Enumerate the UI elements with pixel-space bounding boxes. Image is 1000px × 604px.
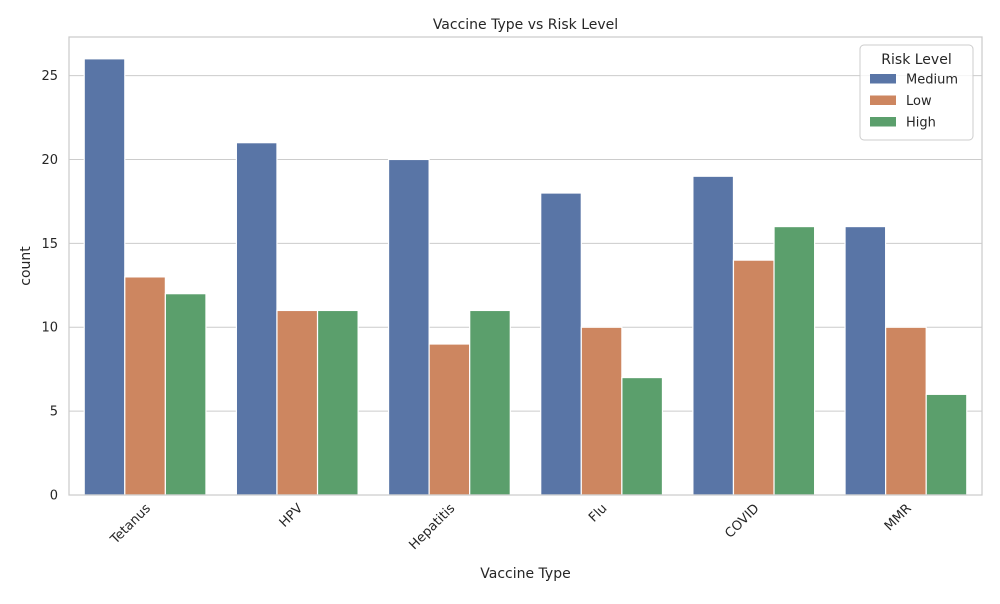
bar-covid-low [732, 259, 775, 496]
bar-flu-high [621, 376, 664, 496]
x-tick-label: Flu [586, 501, 610, 525]
y-tick-label: 15 [41, 237, 58, 252]
chart-title: Vaccine Type vs Risk Level [433, 17, 618, 33]
legend-swatch-high [870, 117, 896, 127]
bar-mmr-medium [844, 225, 887, 496]
x-tick-label: Hepatitis [406, 501, 458, 553]
legend-label-medium: Medium [906, 73, 958, 88]
bar-hpv-medium [235, 142, 278, 496]
bar-tetanus-medium [83, 58, 126, 496]
plot-frame [68, 36, 983, 496]
bar-covid-high [773, 225, 816, 496]
y-tick-labels: 0 5 10 15 20 25 [41, 69, 58, 503]
x-tick-labels: Tetanus HPV Hepatitis Flu COVID MMR [107, 501, 915, 553]
bar-hepatitis-medium [387, 158, 430, 496]
legend-box [859, 44, 974, 141]
bar-mmr-low [885, 326, 927, 496]
bar-hepatitis-low [428, 343, 471, 496]
bar-flu-medium [540, 192, 582, 496]
y-tick-label: 10 [41, 321, 58, 336]
x-tick-label: MMR [882, 501, 915, 534]
bar-hpv-high [316, 309, 359, 496]
x-tick-label: HPV [277, 501, 306, 530]
legend-title: Risk Level [881, 52, 951, 68]
bar-tetanus-high [164, 293, 207, 496]
bar-mmr-high [925, 393, 968, 496]
legend-label-low: Low [906, 94, 932, 109]
y-tick-label: 5 [50, 405, 58, 420]
x-axis-label: Vaccine Type [480, 566, 570, 582]
legend-swatch-low [870, 95, 896, 105]
y-tick-label: 0 [50, 489, 58, 504]
bar-hepatitis-high [469, 309, 511, 496]
bar-tetanus-low [124, 276, 166, 496]
legend-items: Medium Low High [870, 73, 958, 131]
bar-covid-medium [692, 175, 735, 496]
legend-swatch-medium [870, 74, 896, 84]
bar-flu-low [580, 326, 623, 496]
y-axis-label: count [18, 246, 34, 286]
legend-label-high: High [906, 116, 936, 131]
y-tick-label: 25 [41, 69, 58, 84]
bars [83, 58, 968, 496]
bar-hpv-low [276, 309, 319, 496]
x-tick-label: Tetanus [107, 501, 154, 548]
legend: Risk Level Medium Low High [859, 44, 974, 141]
x-tick-label: COVID [722, 501, 762, 541]
y-tick-label: 20 [41, 153, 58, 168]
